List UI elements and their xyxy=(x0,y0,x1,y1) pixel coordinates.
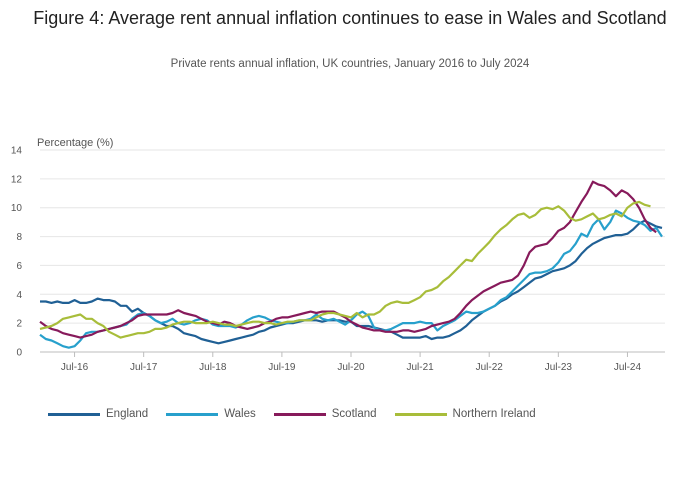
y-tick-labels: 0 2 4 6 8 10 12 14 xyxy=(11,146,23,359)
y-tick-label: 14 xyxy=(11,146,23,157)
y-tick-label: 12 xyxy=(11,174,23,185)
series-line-england xyxy=(40,219,663,345)
y-tick-label: 8 xyxy=(16,232,22,243)
x-tick-label: Jul-20 xyxy=(337,362,365,373)
chart-subtitle: Private rents annual inflation, UK count… xyxy=(170,58,530,70)
y-axis-label: Percentage (%) xyxy=(37,137,113,149)
legend-label: Wales xyxy=(224,408,256,420)
legend-item-northern-ireland: Northern Ireland xyxy=(394,408,536,420)
legend: England Wales Scotland Northern Ireland xyxy=(48,408,554,420)
legend-item-wales: Wales xyxy=(166,408,256,420)
x-tick-label: Jul-21 xyxy=(406,362,434,373)
x-tick-label: Jul-16 xyxy=(61,362,89,373)
x-tick-label: Jul-19 xyxy=(268,362,296,373)
y-tick-label: 0 xyxy=(16,348,22,359)
series-line-northern-ireland xyxy=(39,200,651,339)
x-tick-label: Jul-22 xyxy=(476,362,504,373)
legend-swatch xyxy=(48,412,100,416)
series-line-wales xyxy=(39,209,663,349)
x-tick-label: Jul-18 xyxy=(199,362,227,373)
legend-label: Northern Ireland xyxy=(452,408,536,420)
series-lines xyxy=(39,180,663,349)
y-tick-label: 4 xyxy=(16,290,22,301)
y-tick-label: 6 xyxy=(16,261,22,272)
legend-swatch xyxy=(273,412,326,416)
legend-swatch xyxy=(394,412,447,416)
legend-item-england: England xyxy=(48,408,148,420)
y-tick-label: 2 xyxy=(16,319,22,330)
legend-label: England xyxy=(106,408,149,420)
legend-item-scotland: Scotland xyxy=(273,408,377,420)
legend-swatch xyxy=(166,412,219,416)
gridlines xyxy=(40,149,665,353)
x-tick-label: Jul-24 xyxy=(614,362,642,373)
chart-title: Figure 4: Average rent annual inflation … xyxy=(33,8,667,28)
y-tick-label: 10 xyxy=(11,203,23,214)
x-tick-label: Jul-17 xyxy=(130,362,158,373)
series-line-scotland xyxy=(39,180,657,339)
legend-label: Scotland xyxy=(331,408,377,420)
x-tick-labels: Jul-16 Jul-17 Jul-18 Jul-19 Jul-20 Jul-21 Jul-… xyxy=(61,352,642,373)
x-tick-label: Jul-23 xyxy=(545,362,573,373)
